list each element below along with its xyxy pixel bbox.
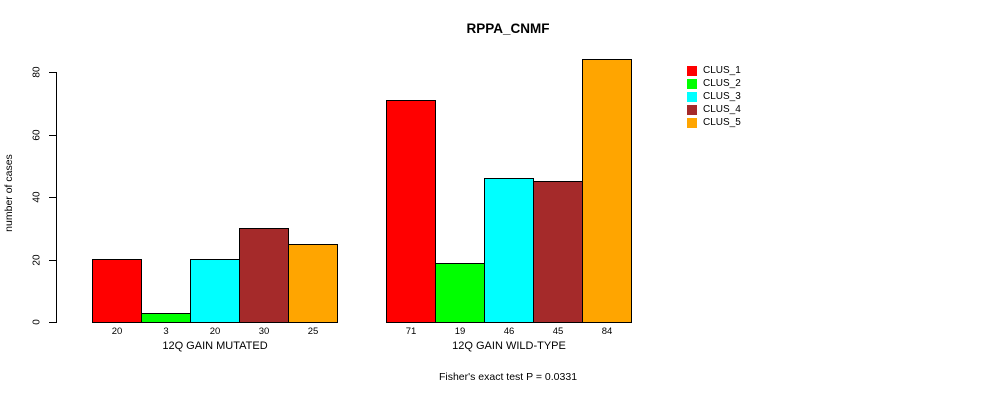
y-axis-tick [49,72,56,73]
legend-swatch-clus_5 [687,117,697,128]
fisher-test-caption: Fisher's exact test P = 0.0331 [438,371,578,383]
group-label-2: 12Q GAIN WILD-TYPE [452,340,566,352]
y-axis-tick [49,322,56,323]
y-axis-tick-label: 20 [31,254,43,266]
bar-value-label: 46 [503,326,515,337]
bar-clus_3-group1 [190,259,240,323]
legend-item: CLUS_4 [687,103,741,116]
bar-clus_2-group2 [435,263,485,323]
y-axis-tick-label: 0 [31,319,43,325]
legend-swatch-clus_2 [687,78,697,89]
chart-title: RPPA_CNMF [466,21,550,36]
bar-clus_1-group2 [386,100,436,323]
legend-swatch-clus_4 [687,104,697,115]
bar-value-label: 71 [405,326,417,337]
bar-clus_4-group1 [239,228,289,323]
legend-swatch-clus_1 [687,65,697,76]
bar-value-label: 84 [601,326,613,337]
bar-clus_5-group2 [582,59,632,323]
bar-value-label: 20 [209,326,221,337]
legend-label: CLUS_1 [703,65,741,76]
legend-item: CLUS_1 [687,64,741,77]
bar-value-label: 19 [454,326,466,337]
y-axis-tick [49,260,56,261]
bar-clus_5-group1 [288,244,338,323]
legend-item: CLUS_5 [687,116,741,129]
legend-item: CLUS_2 [687,77,741,90]
group-label-1: 12Q GAIN MUTATED [162,340,268,352]
y-axis-label: number of cases [3,154,15,232]
bar-value-label: 25 [307,326,319,337]
bar-clus_4-group2 [533,181,583,323]
y-axis-tick-label: 80 [31,66,43,78]
bar-value-label: 3 [163,326,169,337]
y-axis-tick [49,197,56,198]
legend-item: CLUS_3 [687,90,741,103]
y-axis-tick-label: 60 [31,129,43,141]
legend: CLUS_1 CLUS_2 CLUS_3 CLUS_4 CLUS_5 [687,64,741,129]
bar-value-label: 30 [258,326,270,337]
bar-value-label: 20 [111,326,123,337]
bar-value-label: 45 [552,326,564,337]
y-axis-tick [49,135,56,136]
bar-clus_2-group1 [141,313,191,323]
legend-label: CLUS_5 [703,117,741,128]
legend-label: CLUS_3 [703,91,741,102]
legend-label: CLUS_2 [703,78,741,89]
y-axis-tick-label: 40 [31,191,43,203]
legend-label: CLUS_4 [703,104,741,115]
legend-swatch-clus_3 [687,91,697,102]
bar-clus_3-group2 [484,178,534,323]
bar-clus_1-group1 [92,259,142,323]
y-axis-line [56,72,57,323]
